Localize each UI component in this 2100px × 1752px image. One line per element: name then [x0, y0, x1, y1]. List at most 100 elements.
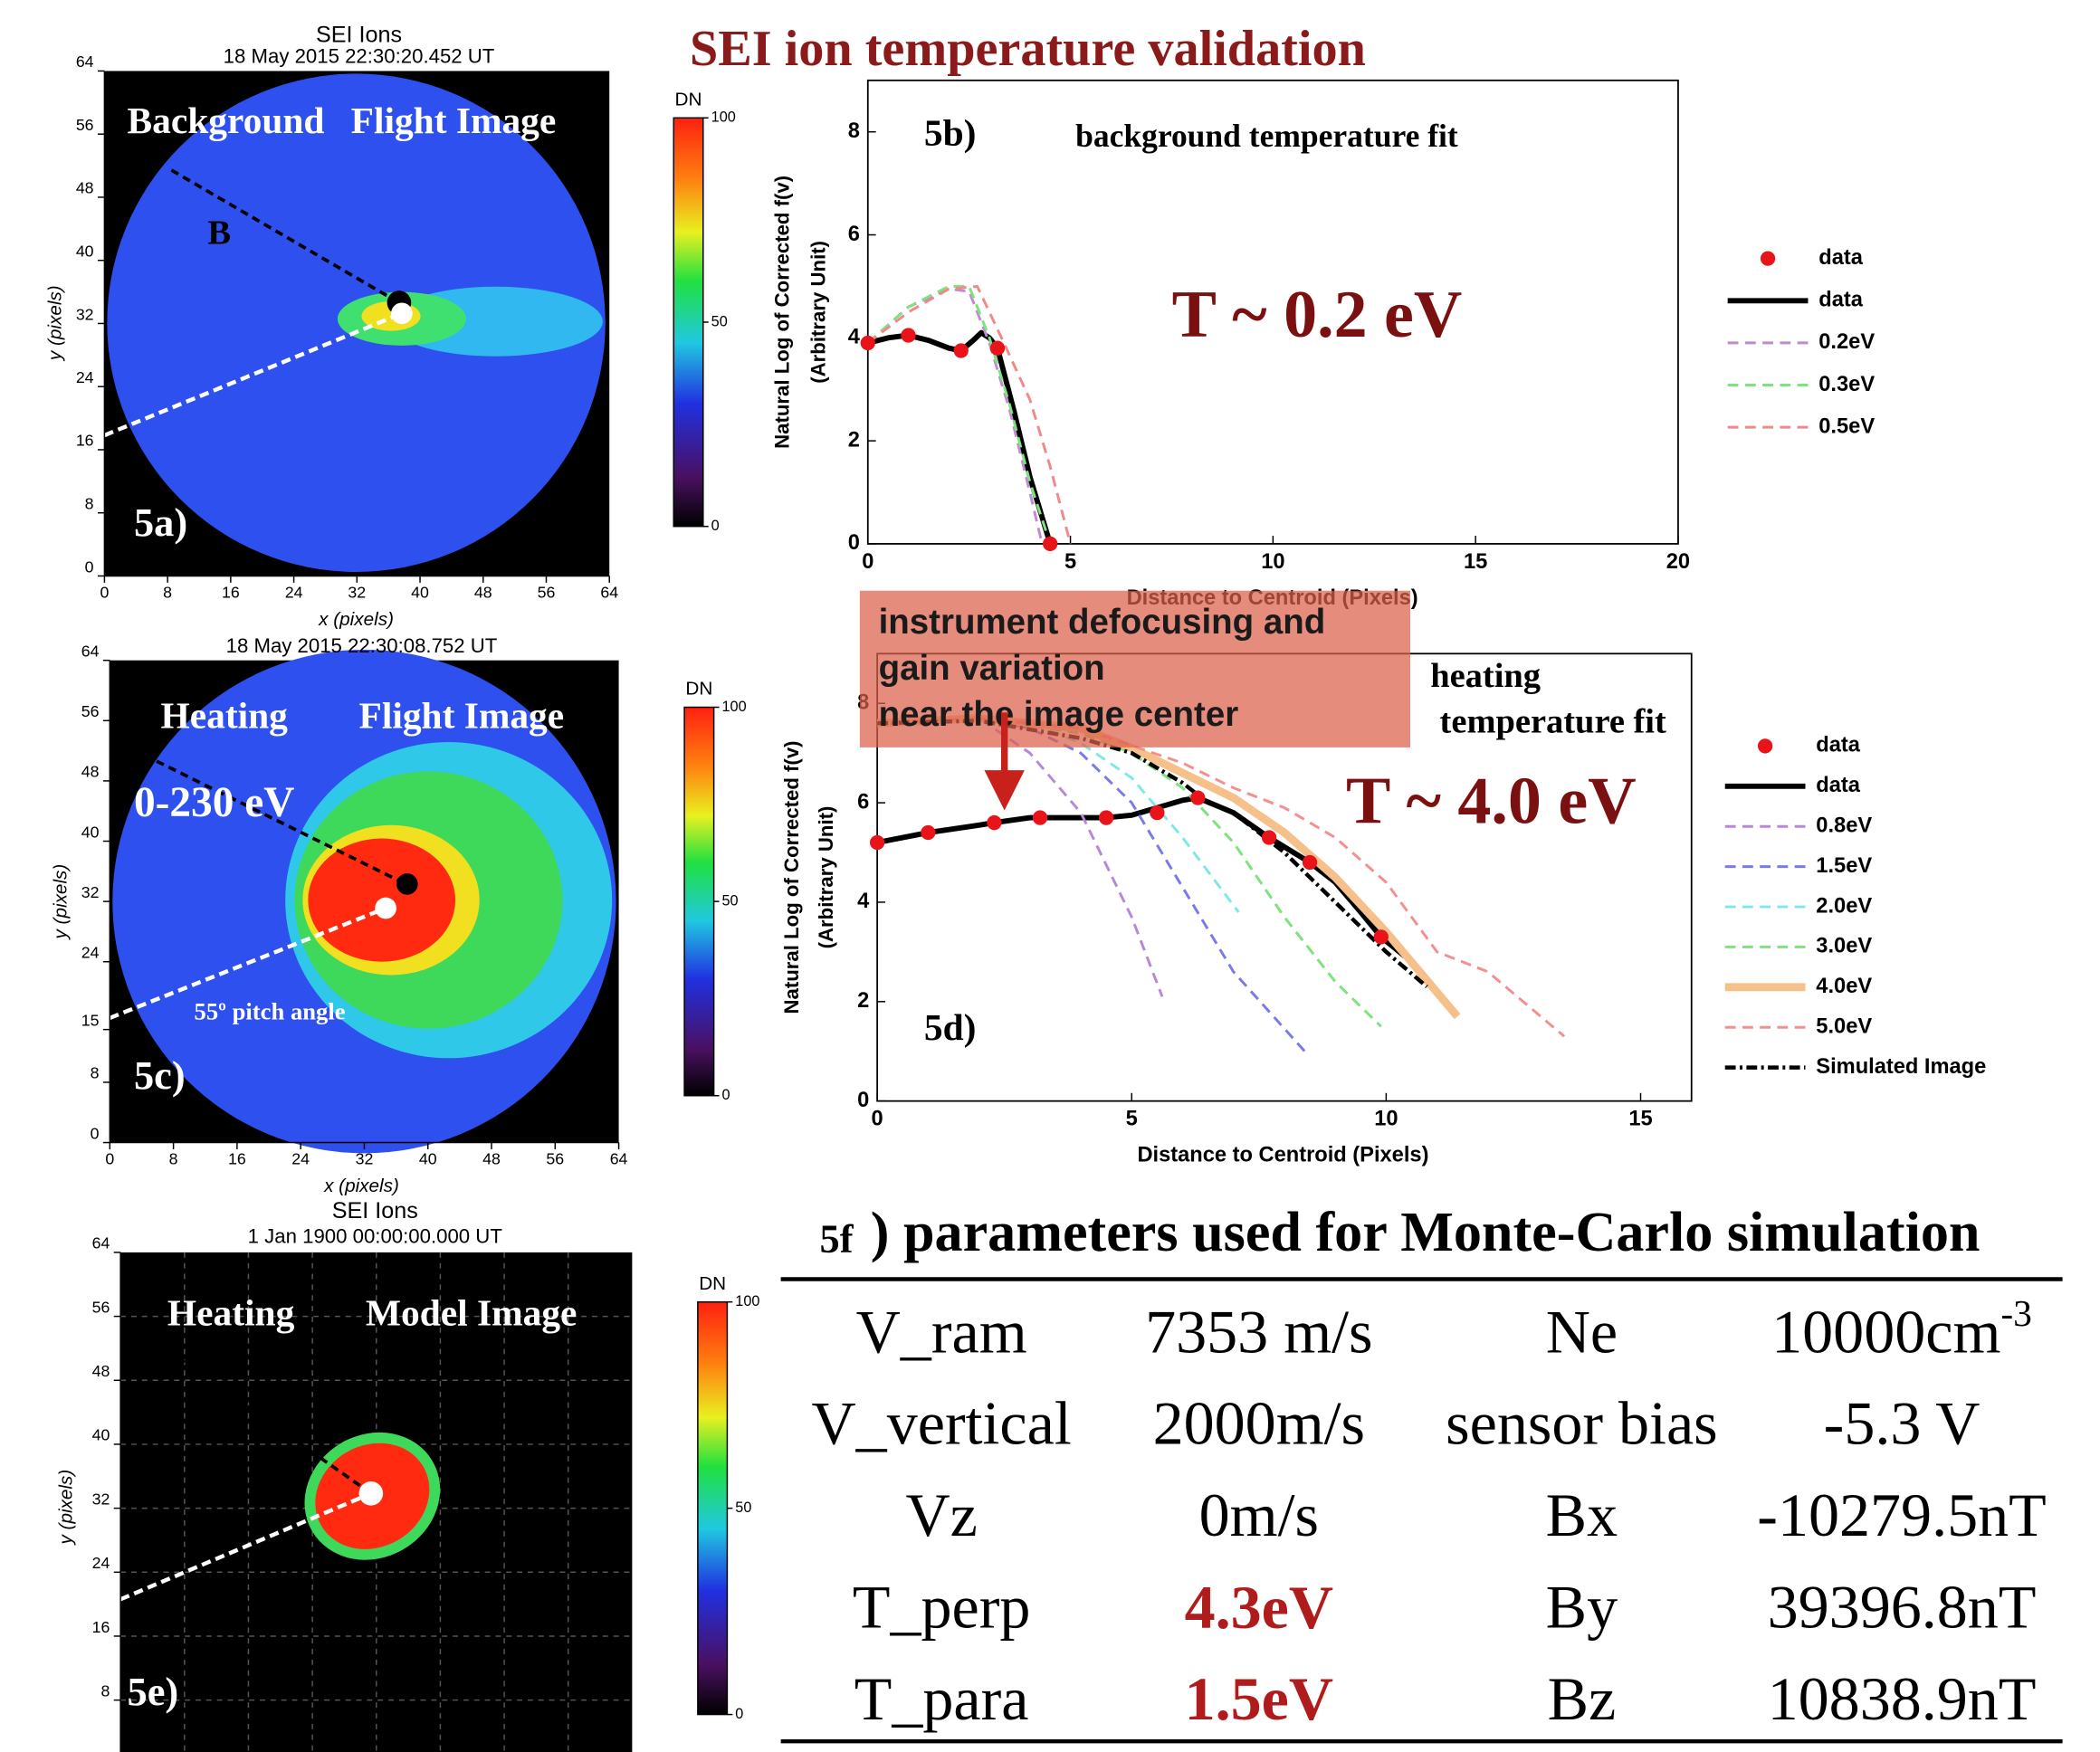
x-tick-label: 0 [872, 1108, 883, 1131]
y-tick-label: 4 [857, 890, 870, 913]
data-point [860, 335, 875, 351]
y-tick-label: 2 [848, 428, 860, 452]
x-tick-label: 5 [1064, 550, 1076, 574]
y-tick-label: 6 [848, 223, 860, 246]
y-tick-label: 32 [76, 305, 94, 323]
table-cell: By [1546, 1572, 1618, 1641]
colorbar-tick-label: 0 [735, 1706, 743, 1722]
annotation: Model Image [366, 1291, 577, 1333]
colorbar-tick-label: 100 [735, 1293, 759, 1309]
centroid [391, 302, 413, 325]
heatmap [103, 71, 610, 576]
table-cell: 10838.9nT [1768, 1664, 2037, 1733]
legend-label: data [1818, 246, 1863, 270]
table-cell: Bz [1548, 1664, 1617, 1733]
table-cell: sensor bias [1446, 1389, 1718, 1458]
annotation: T ~ 0.2 eV [1172, 278, 1463, 352]
legend-label: 0.5eV [1818, 414, 1875, 438]
x-tick-label: 10 [1261, 550, 1284, 574]
y-tick-label: 64 [81, 643, 100, 661]
annotation: heating [1430, 657, 1541, 695]
series-line [877, 717, 1566, 1038]
b-direction [122, 1318, 363, 1489]
y-tick-label: 40 [81, 823, 100, 841]
annotation: 55º pitch angle [195, 998, 346, 1025]
b-marker [396, 873, 418, 895]
x-tick-label: 48 [474, 583, 492, 601]
table-cell: Bx [1546, 1481, 1618, 1549]
data-point [921, 824, 936, 841]
data-point [1043, 536, 1058, 552]
x-tick-label: 48 [482, 1149, 501, 1167]
series-line [877, 717, 1382, 1028]
colorbar-tick-label: 0 [711, 518, 720, 534]
table-cell: 7353 m/s [1145, 1297, 1372, 1366]
callout-text: gain variation [879, 649, 1105, 688]
y-tick-label: 0 [848, 531, 860, 555]
table-cell: -10279.5nT [1757, 1481, 2046, 1549]
x-tick-label: 64 [610, 1149, 628, 1167]
table-cell: 1.5eV [1185, 1664, 1333, 1733]
x-tick-label: 24 [285, 583, 303, 601]
x-tick-label: 32 [348, 583, 366, 601]
panel-subtitle: 18 May 2015 22:30:08.752 UT [226, 634, 498, 657]
y-tick-label: 15 [81, 1011, 100, 1029]
panel-title: SEI Ions [316, 23, 402, 48]
annotation: background temperature fit [1075, 118, 1458, 154]
b-direction [170, 168, 400, 305]
legend-marker [1760, 251, 1776, 266]
legend-label: 2.0eV [1816, 894, 1872, 918]
plot-frame [866, 79, 1679, 545]
data-point [901, 328, 916, 343]
annotation: temperature fit [1440, 703, 1666, 741]
series-line [866, 284, 1052, 545]
legend-label: 3.0eV [1816, 935, 1872, 958]
table-cell: 0m/s [1199, 1481, 1319, 1549]
colorbar-tick-label: 100 [711, 110, 736, 126]
x-tick-label: 16 [228, 1149, 246, 1167]
annotation: Flight Image [359, 694, 565, 736]
colorbar-label: DN [685, 679, 712, 700]
colorbar [683, 706, 715, 1097]
x-tick-label: 56 [538, 583, 556, 601]
legend-label: 5.0eV [1816, 1015, 1872, 1039]
panel-subtitle: 18 May 2015 22:30:20.452 UT [224, 45, 495, 68]
data-point [869, 834, 885, 851]
x-tick-label: 0 [105, 1149, 114, 1167]
y-tick-label: 8 [91, 1064, 100, 1082]
annotation: Heating [167, 1291, 295, 1333]
callout-box [859, 590, 1411, 747]
legend-label: data [1816, 734, 1860, 757]
annotation: 5c) [134, 1052, 186, 1098]
x-tick-label: 56 [546, 1149, 564, 1167]
x-axis-label: x (pixels) [318, 609, 394, 630]
colorbar-tick-label: 50 [721, 892, 738, 909]
y-axis-label: Natural Log of Corrected f(v) [770, 176, 793, 449]
annotation: 0-230 eV [134, 779, 294, 826]
x-tick-label: 10 [1374, 1108, 1398, 1131]
data-point [1150, 805, 1165, 821]
colorbar [673, 117, 704, 528]
x-tick-label: 5 [1126, 1108, 1138, 1131]
callout-text: near the image center [879, 695, 1239, 734]
y-tick-label: 56 [92, 1298, 110, 1316]
cell-superscript: -3 [2000, 1291, 2032, 1333]
callout-text: instrument defocusing and [879, 603, 1326, 642]
x-tick-label: 24 [291, 1149, 310, 1167]
x-tick-label: 64 [600, 583, 618, 601]
series-line [877, 719, 1428, 989]
data-point [953, 343, 969, 358]
annotation: 5b) [924, 111, 977, 154]
table-label: 5f [820, 1216, 854, 1262]
y-axis-label: (Arbitrary Unit) [815, 806, 837, 949]
colorbar-tick-label: 50 [735, 1500, 751, 1516]
y-tick-label: 16 [76, 432, 94, 450]
table-cell: 4.3eV [1185, 1572, 1333, 1641]
legend-label: 0.3eV [1818, 373, 1875, 396]
x-tick-label: 20 [1666, 550, 1690, 574]
annotation: T ~ 4.0 eV [1346, 764, 1637, 838]
data-point [1373, 929, 1389, 945]
y-tick-label: 24 [81, 944, 100, 962]
data-point [1099, 810, 1114, 825]
